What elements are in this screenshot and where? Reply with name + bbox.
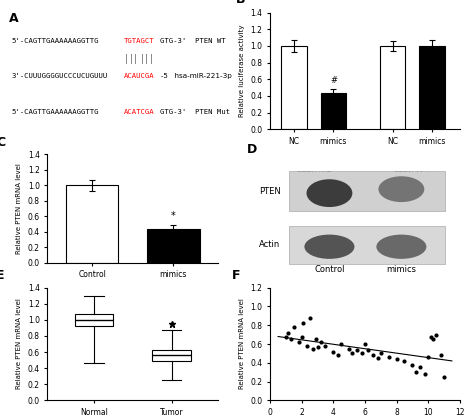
- Point: [440, 374, 448, 380]
- Text: A: A: [9, 12, 19, 25]
- Point: [412, 369, 419, 375]
- Bar: [320, 93, 346, 129]
- Text: D: D: [247, 143, 257, 156]
- Bar: [281, 46, 307, 129]
- Point: [365, 346, 372, 353]
- Text: GTG-3'  PTEN Mut: GTG-3' PTEN Mut: [160, 109, 229, 115]
- Bar: [289, 171, 445, 211]
- Text: PTEN Mut: PTEN Mut: [394, 171, 431, 180]
- Point: [314, 344, 321, 350]
- Point: [409, 361, 416, 368]
- Point: [290, 324, 298, 330]
- Text: PTEN WT: PTEN WT: [297, 171, 331, 180]
- Bar: [419, 46, 445, 129]
- Point: [317, 339, 325, 345]
- Point: [429, 336, 437, 343]
- Text: 5'-CAGTTGAAAAAAGGTTG: 5'-CAGTTGAAAAAAGGTTG: [11, 38, 99, 44]
- Text: C: C: [0, 136, 5, 148]
- Text: mimics: mimics: [386, 265, 416, 274]
- Text: ACATCGA: ACATCGA: [124, 109, 155, 115]
- Point: [329, 348, 337, 355]
- Text: -5: -5: [160, 73, 168, 78]
- Bar: [66, 185, 118, 263]
- Point: [282, 333, 290, 340]
- Point: [287, 336, 294, 343]
- Y-axis label: Relative PTEN mRNA level: Relative PTEN mRNA level: [16, 163, 22, 254]
- Ellipse shape: [378, 176, 424, 202]
- Point: [385, 354, 392, 360]
- Ellipse shape: [307, 179, 352, 207]
- Point: [334, 352, 342, 359]
- PathPatch shape: [152, 349, 191, 361]
- Point: [322, 343, 329, 349]
- Point: [358, 350, 365, 357]
- Point: [284, 329, 292, 336]
- Text: 5'-CAGTTGAAAAAAGGTTG: 5'-CAGTTGAAAAAAGGTTG: [11, 109, 99, 115]
- Point: [432, 331, 440, 338]
- Point: [424, 354, 432, 360]
- Point: [348, 350, 356, 357]
- PathPatch shape: [74, 314, 113, 327]
- Point: [312, 336, 320, 343]
- Point: [417, 364, 424, 371]
- Text: Actin: Actin: [259, 240, 281, 249]
- Ellipse shape: [304, 235, 355, 259]
- Text: *: *: [171, 211, 176, 221]
- Bar: [380, 46, 405, 129]
- Text: PTEN: PTEN: [259, 187, 281, 196]
- Point: [346, 345, 353, 352]
- Text: 3'-CUUUGGGGUCCCUCUGUUU: 3'-CUUUGGGGUCCCUCUGUUU: [11, 73, 108, 78]
- Point: [377, 350, 384, 357]
- Point: [421, 371, 429, 377]
- Point: [337, 341, 345, 347]
- Point: [298, 333, 306, 340]
- Bar: [289, 226, 445, 264]
- Point: [374, 355, 382, 362]
- Text: B: B: [236, 0, 246, 6]
- Text: #: #: [330, 76, 337, 85]
- Point: [353, 346, 361, 353]
- Y-axis label: Relative luciferase activity: Relative luciferase activity: [239, 25, 245, 117]
- Text: F: F: [232, 269, 241, 282]
- Point: [393, 356, 401, 362]
- Text: TGTAGCT: TGTAGCT: [124, 38, 155, 44]
- Point: [300, 320, 307, 327]
- Text: Control: Control: [314, 265, 345, 274]
- Point: [306, 314, 313, 321]
- Point: [295, 339, 302, 345]
- Point: [437, 352, 445, 359]
- Ellipse shape: [376, 235, 427, 259]
- Y-axis label: Relative PTEN mRNA level: Relative PTEN mRNA level: [239, 299, 245, 389]
- Point: [309, 345, 317, 352]
- Point: [361, 341, 369, 347]
- Point: [369, 352, 377, 359]
- Text: hsa-miR-221-3p: hsa-miR-221-3p: [170, 73, 231, 78]
- Y-axis label: Relative PTEN mRNA level: Relative PTEN mRNA level: [16, 299, 22, 389]
- Text: GTG-3'  PTEN WT: GTG-3' PTEN WT: [160, 38, 225, 44]
- Text: E: E: [0, 269, 5, 282]
- Point: [428, 333, 435, 340]
- Point: [401, 358, 408, 364]
- Text: ACAUCGA: ACAUCGA: [124, 73, 155, 78]
- Bar: [147, 229, 200, 263]
- Point: [303, 343, 310, 349]
